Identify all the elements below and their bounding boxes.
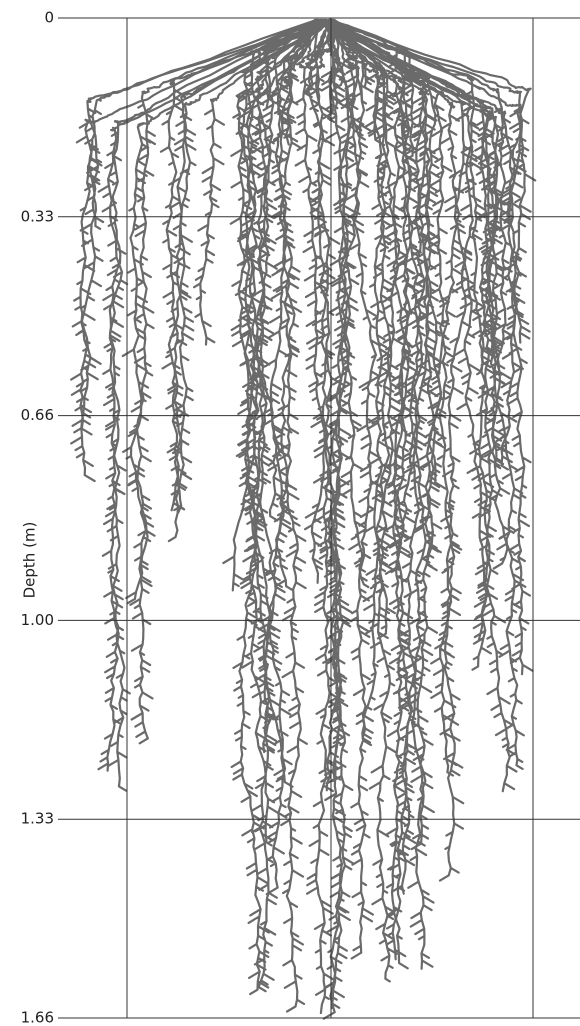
root (244, 18, 319, 847)
root (328, 18, 355, 90)
y-tick-label: 0.33 (21, 207, 54, 225)
y-tick-label: 1.00 (21, 611, 54, 629)
root (304, 18, 339, 1015)
root (318, 18, 356, 792)
root (333, 18, 465, 490)
y-tick-label: 1.66 (21, 1009, 54, 1026)
root (322, 18, 506, 469)
y-tick-label: 0 (44, 9, 54, 27)
root (328, 18, 404, 75)
root (97, 18, 330, 772)
root (276, 18, 332, 146)
root (319, 18, 497, 671)
root (125, 18, 322, 605)
root (327, 18, 527, 770)
root (332, 18, 439, 557)
root (84, 18, 332, 230)
root (161, 18, 331, 543)
y-tick-label: 0.66 (21, 406, 54, 424)
y-axis-label: Depth (m) (21, 522, 39, 599)
root (121, 18, 328, 745)
root (328, 18, 388, 147)
root (166, 18, 334, 512)
root (222, 18, 333, 592)
root (268, 18, 317, 591)
root (273, 18, 319, 1013)
root (322, 18, 438, 895)
root (328, 18, 422, 163)
root (320, 18, 341, 124)
root (329, 18, 532, 344)
root (315, 18, 409, 983)
root (256, 18, 332, 106)
root (325, 18, 396, 640)
root (328, 18, 366, 141)
root (299, 18, 332, 90)
root (332, 18, 463, 777)
y-tick-label: 1.33 (21, 810, 54, 828)
root (249, 18, 332, 79)
root (193, 18, 324, 346)
root (267, 18, 332, 125)
roots (70, 18, 537, 1020)
root (259, 18, 332, 110)
root (328, 18, 369, 102)
root (332, 18, 447, 851)
